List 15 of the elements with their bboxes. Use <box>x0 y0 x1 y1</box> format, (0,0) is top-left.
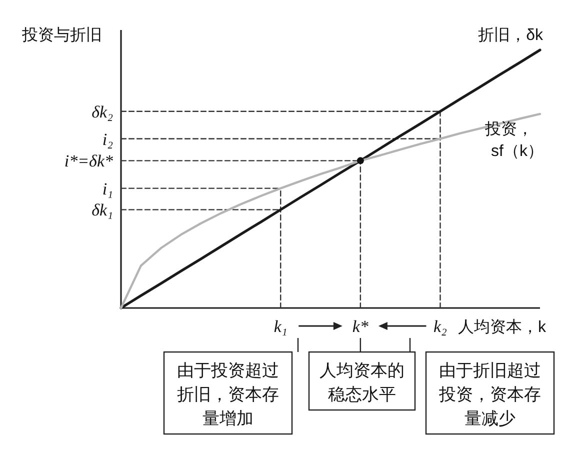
x-tick-label: k₂ <box>434 317 448 336</box>
x-tick-label: k* <box>352 317 369 336</box>
text: 由于折旧超过投资，资本存量减少 <box>438 361 541 428</box>
text: δk₂ <box>92 102 114 122</box>
text: 人均资本的稳态水平 <box>320 361 404 404</box>
x-axis-title: 人均资本，k <box>458 318 547 336</box>
y-axis-title: 投资与折旧 <box>21 26 102 44</box>
text: i*=δk* <box>64 152 114 171</box>
text: i₁ <box>102 179 113 198</box>
text: i₂ <box>102 130 114 149</box>
text: δk₁ <box>92 200 113 220</box>
text: 由于投资超过折旧，资本存量增加 <box>177 361 279 428</box>
series-label: 投资，sf（k） <box>484 120 544 160</box>
x-tick-label: k₁ <box>274 317 288 336</box>
series-label: 折旧，δk <box>478 26 544 44</box>
